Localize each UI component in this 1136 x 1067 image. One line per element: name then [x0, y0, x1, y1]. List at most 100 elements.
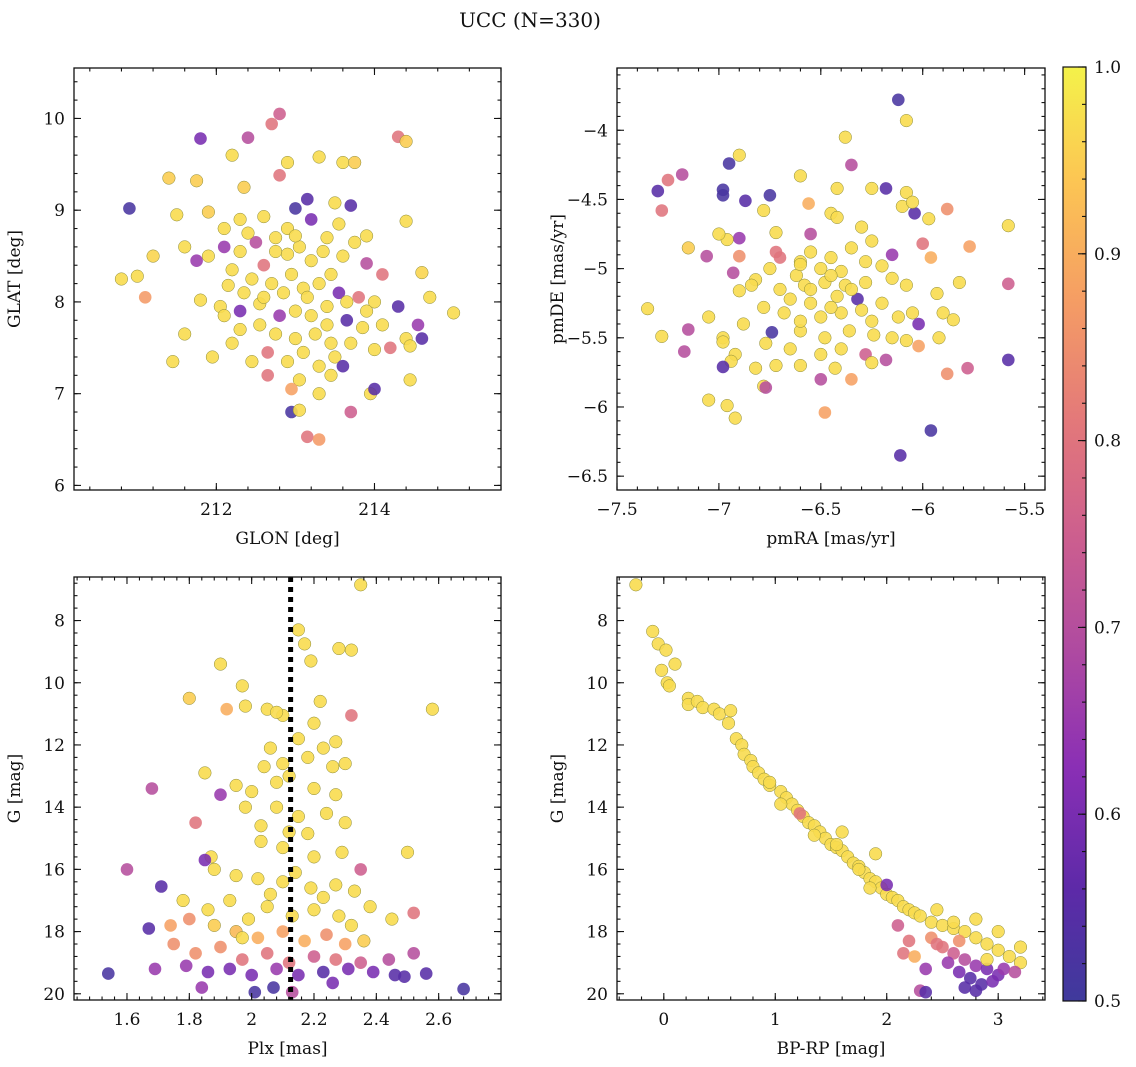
x-tick-label: 0 [658, 1010, 669, 1030]
data-point [251, 931, 265, 945]
colorbar: 0.5 0.6 0.7 0.8 0.9 1.0 [1062, 58, 1121, 1012]
data-point [712, 707, 727, 721]
data-point [855, 220, 869, 234]
data-point [164, 919, 177, 932]
data-point [838, 130, 852, 144]
data-point [237, 286, 251, 300]
data-point [245, 968, 258, 982]
data-point [253, 318, 267, 332]
data-point [312, 359, 326, 373]
data-point [338, 937, 352, 951]
data-point [400, 845, 415, 859]
data-point [403, 373, 417, 387]
data-point [415, 266, 429, 280]
data-point [207, 918, 221, 932]
data-point [952, 934, 966, 948]
data-point [270, 775, 284, 789]
data-point [326, 760, 340, 774]
data-point [245, 272, 259, 286]
data-point [260, 947, 274, 960]
data-point [190, 254, 203, 267]
scatter-points [629, 578, 1028, 999]
data-point [221, 278, 235, 292]
data-point [682, 323, 695, 336]
data-point [189, 816, 202, 829]
data-point [276, 875, 290, 889]
data-point [793, 807, 807, 820]
y-tick-label: 8 [54, 293, 65, 313]
x-tick-label: −5.5 [1004, 500, 1045, 520]
data-point [818, 406, 832, 419]
data-point [170, 208, 184, 222]
data-point [986, 975, 999, 988]
data-point [830, 837, 844, 852]
data-point [328, 196, 342, 210]
data-point [344, 918, 358, 932]
data-point [354, 863, 368, 876]
x-tick-label: 214 [358, 500, 390, 520]
x-axis-label: Plx [mas] [247, 1039, 327, 1059]
data-point [1013, 940, 1028, 954]
data-point [324, 336, 338, 350]
data-point [964, 971, 977, 985]
data-point [668, 657, 682, 671]
y-tick-label: 10 [586, 674, 608, 694]
data-point [721, 716, 736, 730]
data-point [382, 953, 396, 966]
data-point [1001, 219, 1015, 233]
data-point [273, 309, 286, 323]
data-point [233, 322, 247, 337]
data-point [814, 347, 828, 361]
data-point [348, 155, 362, 170]
data-point [759, 381, 773, 394]
data-point [245, 785, 259, 799]
data-point [251, 872, 265, 886]
data-point [946, 313, 960, 327]
y-axis-label: GLAT [deg] [5, 230, 25, 328]
data-point [744, 278, 759, 292]
data-point [289, 202, 302, 215]
data-point [824, 300, 838, 314]
data-point [288, 304, 302, 318]
x-axis-label: BP-RP [mag] [777, 1039, 886, 1059]
data-point [336, 249, 350, 263]
data-point [859, 275, 873, 290]
data-point [844, 282, 858, 296]
x-tick-label: 1.6 [113, 1010, 140, 1030]
data-point [908, 207, 921, 220]
data-point [102, 967, 115, 980]
data-point [257, 290, 271, 304]
data-point [301, 750, 315, 764]
data-point [759, 336, 773, 350]
data-point [875, 296, 889, 310]
data-point [845, 158, 858, 172]
data-point [916, 237, 929, 250]
data-point [267, 981, 280, 994]
data-point [225, 336, 239, 350]
data-point [844, 241, 858, 255]
data-point [324, 267, 338, 281]
data-point [875, 259, 889, 273]
data-point [201, 965, 215, 979]
data-point [307, 903, 321, 917]
data-point [307, 781, 321, 796]
y-tick-label: 7 [54, 385, 65, 405]
data-point [329, 953, 343, 966]
data-point [793, 314, 807, 328]
colorbar-tick-label: 0.5 [1094, 992, 1121, 1012]
x-axis-label: pmRA [mas/yr] [766, 529, 895, 549]
data-point [899, 278, 913, 292]
data-point [367, 343, 382, 357]
data-point [263, 741, 277, 755]
data-point [291, 809, 305, 824]
data-point [655, 329, 669, 343]
data-point [1002, 277, 1015, 291]
data-point [863, 881, 877, 895]
y-tick-label: −6.5 [567, 467, 608, 487]
data-point [924, 424, 938, 437]
data-point [296, 345, 310, 359]
data-point [879, 353, 893, 367]
x-tick-label: −6.5 [800, 500, 841, 520]
data-point [142, 922, 156, 935]
data-point [201, 205, 215, 219]
